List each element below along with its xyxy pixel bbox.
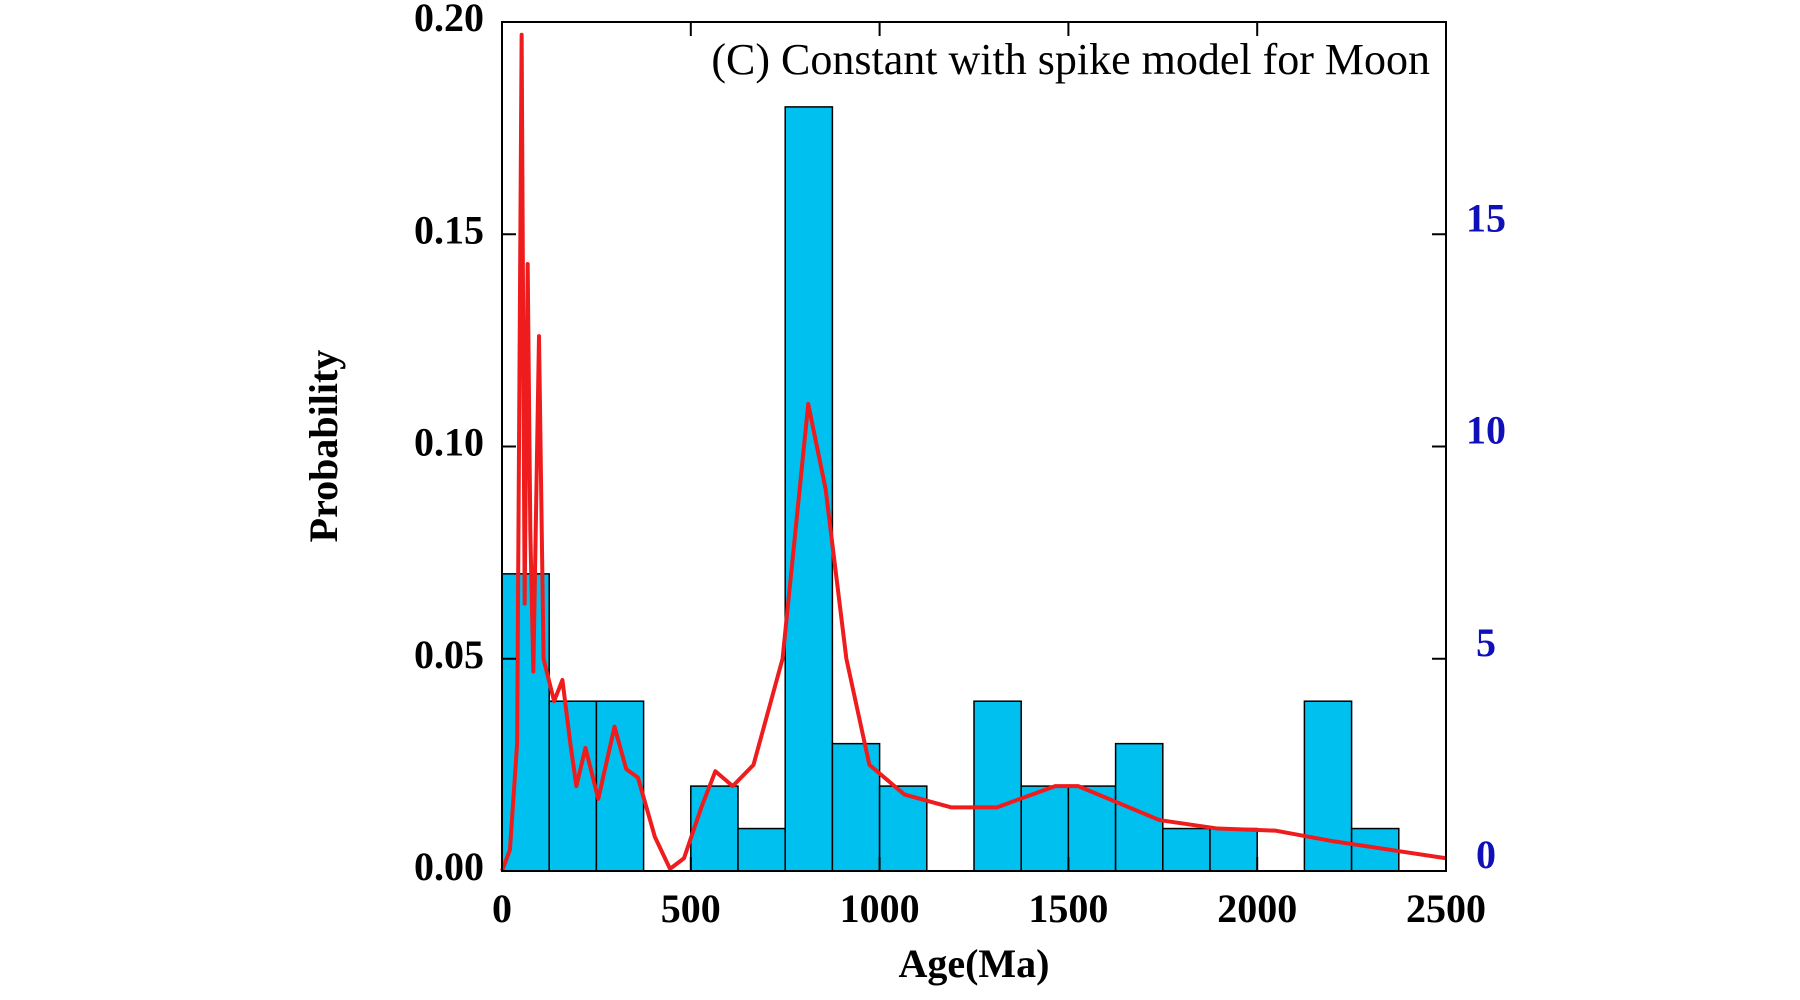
y2-tick-label: 10 [1466,408,1506,453]
y-axis-label: Probability [301,350,346,543]
bar [1209,827,1258,872]
bar [690,785,739,872]
bar [1303,700,1353,872]
bar [1162,827,1211,872]
x-axis-label: Age(Ma) [898,941,1049,986]
y2-tick-label: 15 [1466,195,1506,240]
y2-tick-label: 0 [1476,832,1496,877]
y2-tick-label: 5 [1476,620,1496,665]
x-tick-label: 1500 [1028,886,1108,931]
y-tick-label: 0.20 [414,0,484,40]
bar [831,742,881,872]
bar [973,700,1022,872]
y-tick-label: 0.05 [414,632,484,677]
y-tick-label: 0.15 [414,207,484,252]
x-tick-label: 1000 [840,886,920,931]
bar [595,700,645,872]
x-tick-label: 2500 [1406,886,1486,931]
bar [737,827,786,872]
chart-title: (C) Constant with spike model for Moon [711,35,1430,84]
density-curve [500,32,1447,872]
bar [1114,742,1164,872]
bar [548,700,598,872]
y-tick-label: 0.10 [414,420,484,465]
x-tick-label: 500 [661,886,721,931]
bar [1020,785,1070,872]
y-tick-label: 0.00 [414,844,484,889]
x-tick-label: 0 [492,886,512,931]
x-tick-label: 2000 [1217,886,1297,931]
